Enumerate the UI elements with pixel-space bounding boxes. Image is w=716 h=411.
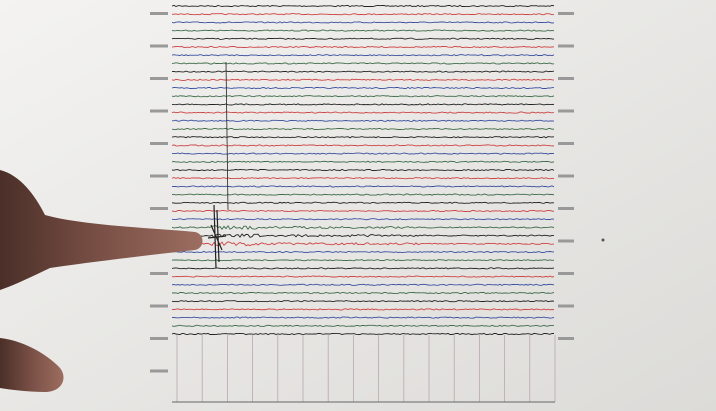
left-time-mark [150, 370, 168, 373]
left-time-mark [150, 77, 168, 80]
right-time-mark [558, 305, 574, 308]
right-time-mark [558, 240, 574, 243]
paper [0, 0, 716, 411]
right-time-mark [558, 142, 574, 145]
right-time-mark [558, 12, 574, 15]
left-time-mark [150, 142, 168, 145]
left-time-mark [150, 272, 168, 275]
right-time-mark [558, 110, 574, 113]
right-time-mark [558, 45, 574, 48]
right-time-mark [558, 272, 574, 275]
page: (() => { const svg = document.getElement… [0, 0, 716, 411]
left-time-mark [150, 175, 168, 178]
left-time-mark [150, 207, 168, 210]
left-time-mark [150, 305, 168, 308]
left-time-mark [150, 110, 168, 113]
left-time-mark [150, 12, 168, 15]
right-time-mark [558, 337, 574, 340]
right-time-mark [558, 175, 574, 178]
left-time-mark [150, 337, 168, 340]
left-time-mark [150, 45, 168, 48]
dot [602, 239, 605, 242]
seismogram-photo [0, 0, 716, 411]
right-time-mark [558, 77, 574, 80]
right-time-mark [558, 207, 574, 210]
